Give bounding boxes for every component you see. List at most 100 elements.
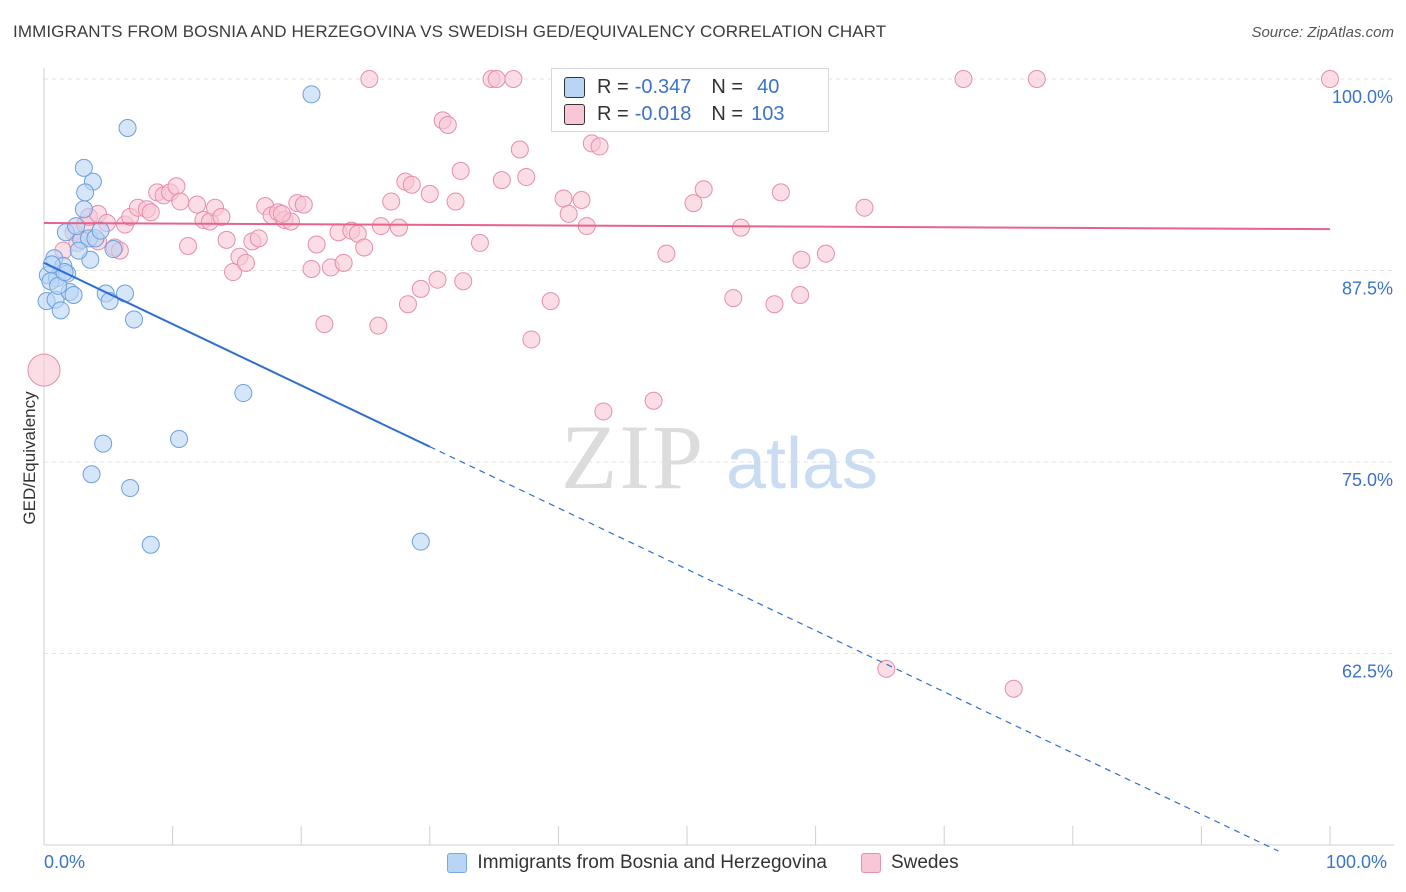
stats-row-swedes: R = -0.018 N = 103 xyxy=(564,101,784,127)
stats-row-bosnia: R = -0.347 N = 40 xyxy=(564,74,779,100)
swedes-point xyxy=(224,263,243,282)
legend-label-bosnia: Immigrants from Bosnia and Herzegovina xyxy=(477,852,827,873)
trend-lines xyxy=(43,222,1331,852)
swedes-point xyxy=(594,402,613,421)
swedes-point xyxy=(694,180,713,199)
bosnia-point xyxy=(302,85,321,104)
swedes-point xyxy=(487,70,506,88)
swedes-point xyxy=(522,330,541,349)
swedes-point xyxy=(249,229,268,248)
bosnia-points xyxy=(37,85,430,554)
swedes-point xyxy=(371,217,390,236)
swedes-points xyxy=(27,70,1339,698)
swedes-point xyxy=(382,192,401,211)
correlation-legend: R = -0.347 N = 40 R = -0.018 N = 103 xyxy=(551,68,829,132)
swedes-point xyxy=(517,168,536,187)
swedes-point xyxy=(420,184,439,203)
swedes-point xyxy=(217,230,236,249)
swedes-point xyxy=(360,70,379,88)
swedes-point xyxy=(724,289,743,308)
swedes-point xyxy=(446,192,465,211)
swedes-point xyxy=(167,177,186,196)
r-label: R = xyxy=(597,75,629,98)
legend-swatch-bosnia xyxy=(447,853,468,873)
swedes-point xyxy=(438,115,457,134)
bosnia-point xyxy=(141,535,160,554)
swedes-point xyxy=(492,171,511,190)
bosnia-point xyxy=(69,241,88,260)
swedes-point xyxy=(572,191,591,210)
bosnia-trend-extension xyxy=(429,446,1279,852)
swedes-point xyxy=(732,218,751,237)
n-value-bosnia: 40 xyxy=(757,75,780,98)
bosnia-point xyxy=(121,479,140,498)
swedes-point xyxy=(644,391,663,410)
swedes-point xyxy=(541,292,560,311)
bosnia-point xyxy=(94,434,113,453)
chart-title: IMMIGRANTS FROM BOSNIA AND HERZEGOVINA V… xyxy=(13,22,887,41)
swedes-point xyxy=(559,204,578,223)
bosnia-point xyxy=(64,286,83,305)
swedes-point xyxy=(590,137,609,156)
bosnia-point xyxy=(170,430,189,449)
n-label: N = xyxy=(711,102,744,125)
r-label: R = xyxy=(597,102,629,125)
x-tick-max: 100.0% xyxy=(1326,852,1388,872)
y-tick-label: 62.5% xyxy=(1342,662,1393,682)
legend-item-bosnia[interactable]: Immigrants from Bosnia and Herzegovina xyxy=(447,852,827,874)
swedes-point xyxy=(954,70,973,88)
bosnia-point xyxy=(51,301,70,320)
swedes-trend-line xyxy=(43,222,1331,231)
series-legend: Immigrants from Bosnia and Herzegovina S… xyxy=(0,852,1406,874)
bosnia-point xyxy=(82,465,101,484)
swedes-point xyxy=(188,195,207,214)
swedes-point xyxy=(171,192,190,211)
swedes-point xyxy=(510,140,529,159)
swedes-point xyxy=(454,272,473,291)
swedes-point xyxy=(504,70,523,88)
swedes-point xyxy=(369,316,388,335)
y-tick-labels: 100.0% 87.5% 75.0% 62.5% xyxy=(1332,87,1393,682)
swedes-point xyxy=(554,189,573,208)
stats-swatch-bosnia xyxy=(564,76,585,98)
bosnia-point xyxy=(74,158,93,177)
swedes-point xyxy=(792,250,811,269)
y-tick-label: 75.0% xyxy=(1342,470,1393,490)
legend-swatch-swedes xyxy=(860,853,881,873)
stats-swatch-swedes xyxy=(564,103,585,125)
bosnia-point xyxy=(104,240,123,259)
gridlines xyxy=(44,78,1394,654)
watermark-zip: ZIP xyxy=(561,406,705,508)
bosnia-trend-line xyxy=(43,261,431,448)
swedes-point xyxy=(398,295,417,314)
swedes-point xyxy=(877,659,896,678)
swedes-point xyxy=(855,198,874,217)
bosnia-point xyxy=(411,532,430,551)
y-axis-label: GED/Equivalency xyxy=(20,391,39,525)
bosnia-point xyxy=(91,221,110,240)
legend-item-swedes[interactable]: Swedes xyxy=(860,852,959,874)
watermark-atlas: atlas xyxy=(726,424,878,504)
n-value-swedes: 103 xyxy=(751,102,785,125)
r-value-swedes: -0.018 xyxy=(634,102,692,125)
swedes-point xyxy=(27,353,61,387)
swedes-point xyxy=(1321,70,1339,88)
x-tick-min: 0.0% xyxy=(44,852,86,872)
swedes-point xyxy=(334,253,353,272)
y-tick-label: 100.0% xyxy=(1332,87,1393,107)
y-tick-label: 87.5% xyxy=(1342,279,1393,299)
swedes-point xyxy=(212,207,231,226)
swedes-point xyxy=(428,270,447,289)
bosnia-point xyxy=(67,217,86,236)
n-label: N = xyxy=(711,75,744,98)
swedes-point xyxy=(1004,679,1023,698)
bosnia-point xyxy=(118,119,137,138)
swedes-point xyxy=(355,238,374,257)
swedes-point xyxy=(389,218,408,237)
swedes-point xyxy=(315,315,334,334)
swedes-point xyxy=(302,259,321,278)
bosnia-point xyxy=(125,310,144,329)
watermark: ZIP atlas xyxy=(561,406,878,508)
swedes-point xyxy=(179,236,198,255)
